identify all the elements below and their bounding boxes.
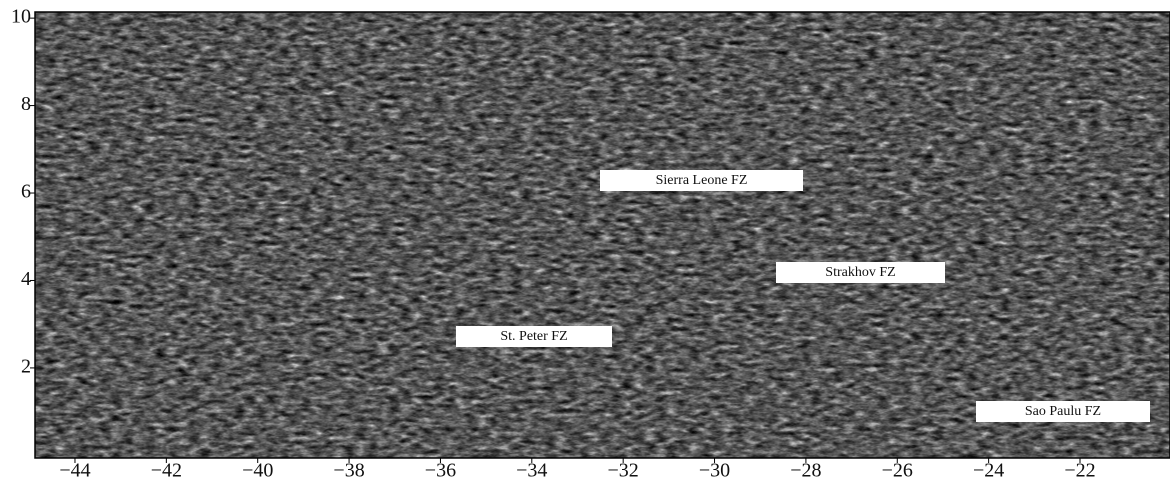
x-tick-label: −24 [973,460,1004,482]
x-tick-label: −22 [1064,460,1095,482]
y-tick-label: 8 [21,93,31,115]
x-tick-label: −42 [151,460,182,482]
feature-label: Sierra Leone FZ [600,170,803,191]
gravity-texture [35,12,1170,458]
feature-label: St. Peter FZ [456,326,612,347]
y-tick-label: 4 [21,268,31,290]
y-tick-label: 2 [21,356,31,378]
feature-label: Sao Paulu FZ [976,401,1150,422]
y-tick-label: 10 [11,6,31,28]
x-tick-label: −40 [242,460,273,482]
x-tick-label: −32 [608,460,639,482]
x-tick-label: −38 [333,460,364,482]
map-figure: −44 −42 −40 −38 −36 −34 −32 −30 −28 −26 −24 −22 2 4 6 8… [0,0,1170,486]
x-tick-label: −34 [516,460,547,482]
x-tick-label: −36 [425,460,456,482]
x-tick-label: −26 [882,460,913,482]
y-tick-label: 6 [21,181,31,203]
x-tick-label: −30 [699,460,730,482]
x-tick-label: −28 [790,460,821,482]
feature-label: Strakhov FZ [776,262,945,283]
x-tick-label: −44 [59,460,90,482]
